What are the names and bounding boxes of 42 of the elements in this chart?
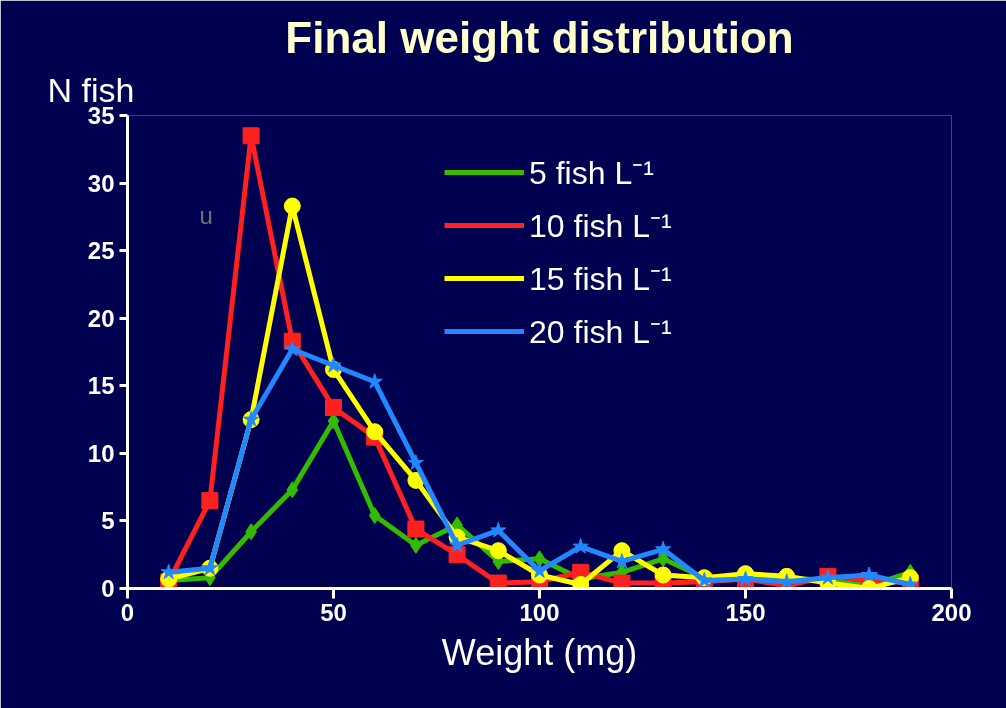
point [654, 566, 672, 584]
point [407, 454, 425, 470]
point [860, 566, 878, 582]
point [613, 574, 631, 589]
y-tick-label: 30 [87, 169, 115, 197]
point [242, 127, 260, 145]
point [489, 574, 507, 589]
point [533, 550, 546, 568]
point [283, 197, 301, 215]
point [366, 423, 384, 441]
legend-label: 5 fish L⁻¹ [529, 154, 654, 193]
annotation: u [199, 202, 213, 230]
y-tick-label: 25 [87, 237, 115, 265]
y-tick-label: 20 [87, 304, 115, 332]
x-tick-label: 200 [931, 598, 972, 626]
point [490, 521, 507, 538]
point [531, 562, 548, 578]
legend-label: 20 fish L⁻¹ [529, 313, 672, 352]
point [407, 520, 425, 538]
point [325, 398, 342, 416]
x-tick-label: 150 [725, 598, 766, 626]
point [572, 538, 589, 554]
point [489, 542, 507, 560]
point [778, 573, 795, 589]
y-tick-label: 0 [101, 575, 115, 602]
x-tick-label: 50 [320, 598, 347, 626]
y-tick-label: 35 [87, 102, 115, 129]
point [201, 492, 219, 510]
point [284, 340, 301, 357]
x-tick-label: 0 [120, 598, 135, 626]
x-tick-label: 100 [519, 598, 560, 626]
chart-title: Final weight distribution [285, 12, 794, 62]
legend-label: 10 fish L⁻¹ [529, 207, 672, 246]
legend-label: 15 fish L⁻¹ [529, 260, 672, 299]
y-tick-label: 15 [87, 372, 115, 400]
point [654, 540, 672, 557]
x-axis-title: Weight (mg) [441, 631, 638, 673]
y-tick-label: 10 [87, 439, 115, 467]
y-tick-label: 5 [101, 507, 115, 535]
point [613, 542, 631, 560]
point [368, 507, 381, 525]
point [286, 481, 299, 499]
